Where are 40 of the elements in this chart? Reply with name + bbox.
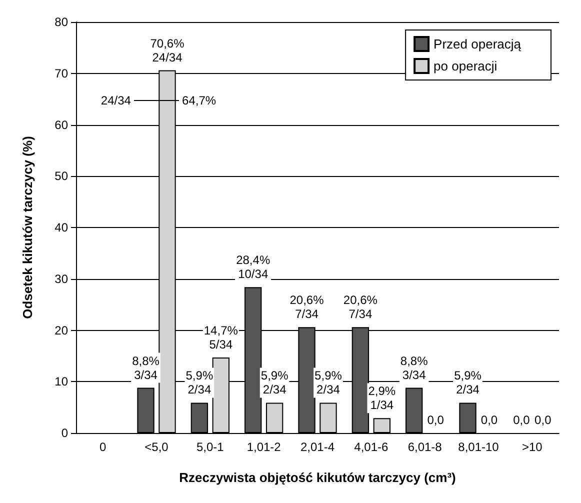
data-label: 0,0 <box>427 413 444 427</box>
x-tick-label: 8,01-10 <box>458 440 500 454</box>
data-label: 20,6% 7/34 <box>290 293 324 322</box>
data-label: 8,8% 3/34 <box>132 354 160 382</box>
data-label: 70,6% 24/34 <box>150 36 185 64</box>
data-label: 5,9% 2/34 <box>454 368 482 397</box>
legend-label: po operacji <box>434 58 498 74</box>
x-tick-label: 4,01-6 <box>354 440 389 454</box>
y-axis-title: Odsetek kikutów tarczycy (%) <box>20 136 35 319</box>
x-tick-label: 0 <box>99 440 106 454</box>
data-label: 0,0 <box>513 413 530 427</box>
data-label: 5,9% 2/34 <box>260 368 289 397</box>
annotation: 24/34 <box>100 94 132 108</box>
x-tick-label: <5,0 <box>144 440 169 454</box>
data-label: 20,6% 7/34 <box>343 293 378 322</box>
x-tick-label: 5,0-1 <box>196 440 224 454</box>
annotation: 64,7% <box>182 94 216 108</box>
data-label: 5,9% 2/34 <box>186 368 214 397</box>
y-tick-label: 40 <box>54 220 68 234</box>
data-label: 5,9% 2/34 <box>314 368 342 397</box>
y-tick-label: 60 <box>54 118 68 132</box>
data-label: 0,0 <box>534 413 552 427</box>
y-tick-label: 50 <box>54 169 68 184</box>
data-label: 8,8% 3/34 <box>400 354 428 382</box>
data-label: 14,7% 5/34 <box>204 323 238 352</box>
y-tick-label: 10 <box>54 374 68 389</box>
x-tick-label: 6,01-8 <box>408 440 442 454</box>
data-label: 0,0 <box>480 413 498 427</box>
x-axis-title: Rzeczywista objętość kikutów tarczycy (cm³) <box>179 470 456 485</box>
y-tick-label: 30 <box>54 272 68 286</box>
x-tick-label: 1,01-2 <box>246 440 282 454</box>
legend-label: Przed operacją <box>434 36 522 52</box>
y-tick-label: 0 <box>61 426 68 440</box>
data-label: 28,4% 10/34 <box>236 253 270 282</box>
x-tick-label: >10 <box>522 440 543 454</box>
data-label: 2,9% 1/34 <box>368 384 396 412</box>
y-tick-label: 70 <box>54 66 68 80</box>
x-tick-label: 2,01-4 <box>300 440 335 454</box>
y-tick-label: 20 <box>54 323 68 338</box>
y-tick-label: 80 <box>54 15 68 29</box>
